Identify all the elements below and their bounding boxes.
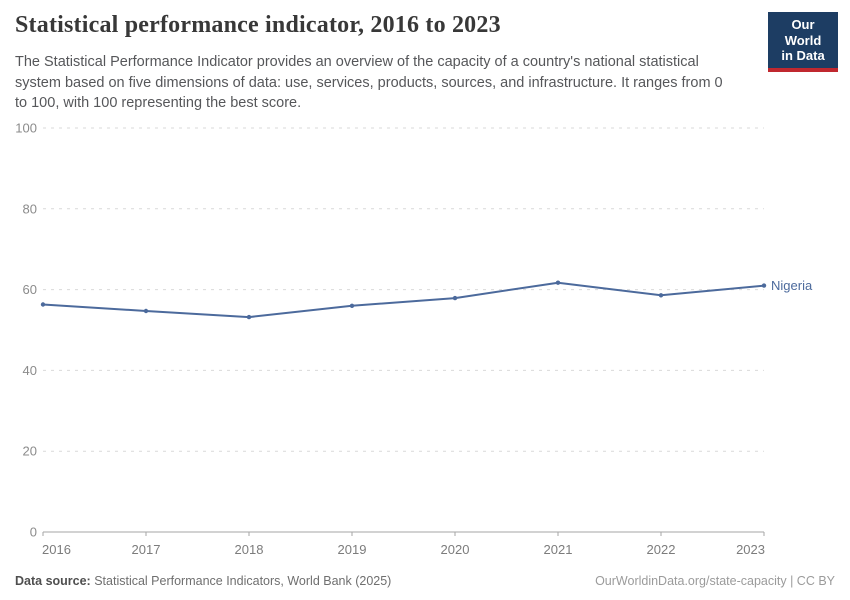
data-point-2020 xyxy=(452,295,458,301)
x-axis-tick-label: 2017 xyxy=(132,542,161,557)
chart-footer: Data source: Statistical Performance Ind… xyxy=(15,574,835,588)
data-point-2018 xyxy=(246,314,252,320)
series-end-label: Nigeria xyxy=(771,278,813,293)
owid-logo-line1: Our World xyxy=(784,17,822,48)
x-axis-tick-label: 2022 xyxy=(647,542,676,557)
x-axis-tick-label: 2020 xyxy=(441,542,470,557)
series-line-nigeria xyxy=(42,281,765,319)
data-point-2022 xyxy=(658,293,664,298)
x-axis-tick-label: 2023 xyxy=(736,542,765,557)
y-axis-tick-label: 20 xyxy=(23,444,37,459)
data-point-2016 xyxy=(40,302,46,307)
data-point-2019 xyxy=(349,303,355,308)
y-axis-tick-label: 80 xyxy=(23,201,37,216)
y-axis-tick-label: 100 xyxy=(15,121,37,136)
data-source: Data source: Statistical Performance Ind… xyxy=(15,574,391,588)
x-axis-tick-label: 2018 xyxy=(235,542,264,557)
chart-subtitle: The Statistical Performance Indicator pr… xyxy=(15,54,723,112)
y-axis-tick-label: 60 xyxy=(23,282,37,297)
data-point-2017 xyxy=(143,308,149,314)
data-source-label: Data source: xyxy=(15,574,91,588)
data-point-2023 xyxy=(761,283,767,288)
y-axis-tick-label: 40 xyxy=(23,363,37,378)
owid-logo-line2: in Data xyxy=(781,48,825,64)
owid-logo: Our World in Data xyxy=(768,12,838,72)
x-axis-tick-label: 2019 xyxy=(338,542,367,557)
data-source-text: Statistical Performance Indicators, Worl… xyxy=(94,574,392,588)
x-axis-tick-label: 2021 xyxy=(544,542,573,557)
page-title: Statistical performance indicator, 2016 … xyxy=(15,12,501,38)
x-axis-tick-label: 2016 xyxy=(42,542,71,557)
data-point-2021 xyxy=(555,280,561,285)
y-axis-tick-label: 0 xyxy=(30,525,37,540)
footer-attribution: OurWorldinData.org/state-capacity | CC B… xyxy=(595,574,835,588)
